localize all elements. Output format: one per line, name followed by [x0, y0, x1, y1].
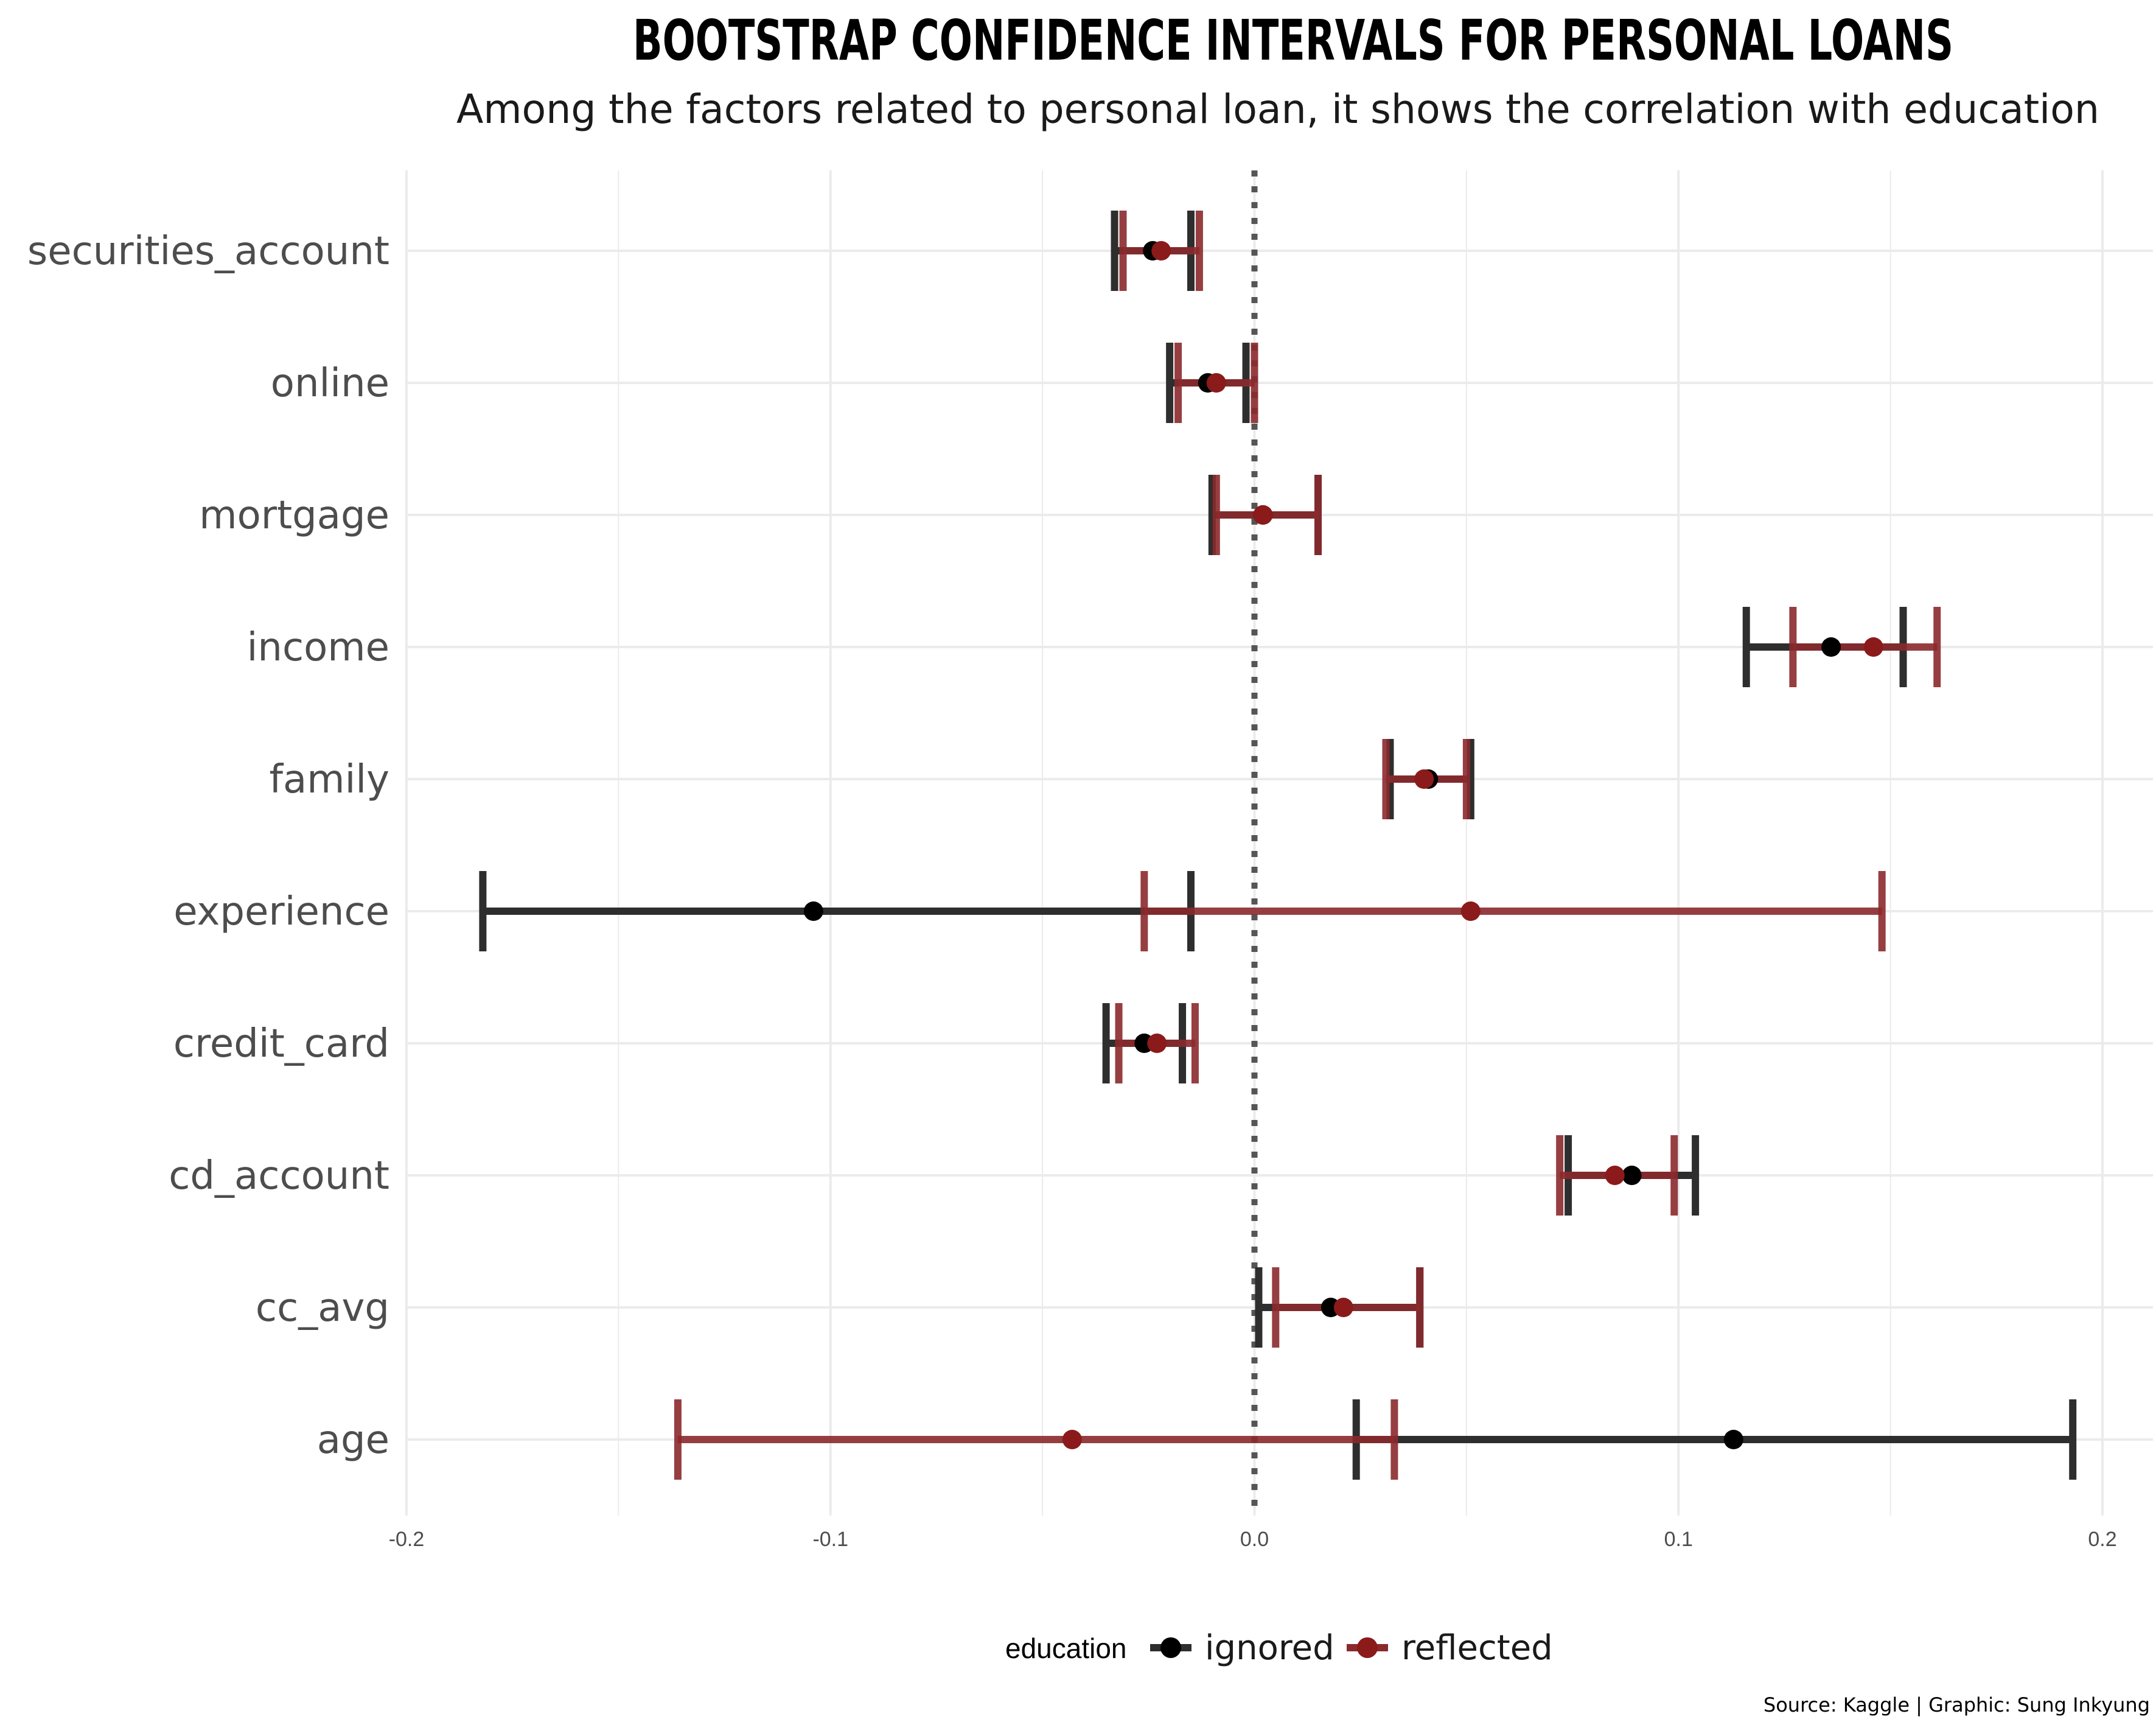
point-reflected — [1147, 1034, 1167, 1053]
category-label: family — [269, 757, 389, 802]
legend-label-ignored: ignored — [1205, 1628, 1334, 1668]
point-ignored — [803, 901, 823, 921]
point-reflected — [1206, 373, 1226, 393]
chart-caption: Source: Kaggle | Graphic: Sung Inkyung — [1764, 1693, 2150, 1716]
chart-subtitle: Among the factors related to personal lo… — [456, 86, 2099, 133]
category-label: income — [247, 625, 389, 670]
point-reflected — [1333, 1298, 1353, 1317]
chart-title: BOOTSTRAP CONFIDENCE INTERVALS FOR PERSO… — [633, 8, 1953, 73]
category-label: mortgage — [199, 493, 389, 538]
legend-title: education — [1005, 1632, 1127, 1664]
x-tick-label: -0.2 — [389, 1528, 425, 1551]
point-reflected — [1863, 637, 1883, 657]
point-reflected — [1253, 505, 1273, 525]
point-reflected — [1460, 901, 1481, 921]
x-tick-label: -0.1 — [812, 1528, 848, 1551]
legend-key-reflected — [1347, 1637, 1388, 1658]
category-label: experience — [173, 889, 389, 934]
x-tick-label: 0.2 — [2088, 1528, 2116, 1551]
category-label: securities_account — [27, 229, 389, 274]
category-label: cd_account — [169, 1153, 389, 1198]
point-ignored — [1622, 1166, 1642, 1185]
category-label: online — [271, 361, 389, 406]
point-ignored — [1723, 1430, 1743, 1449]
category-label: cc_avg — [256, 1286, 389, 1331]
legend-key-ignored — [1150, 1637, 1191, 1658]
x-tick-label: 0.0 — [1240, 1528, 1269, 1551]
category-label: age — [317, 1418, 389, 1463]
legend-label-reflected: reflected — [1401, 1628, 1553, 1668]
point-ignored — [1821, 637, 1841, 657]
x-tick-label: 0.1 — [1664, 1528, 1693, 1551]
category-label: credit_card — [173, 1021, 389, 1066]
point-reflected — [1605, 1166, 1625, 1185]
legend: education ignored reflected — [1005, 1628, 1553, 1668]
point-reflected — [1062, 1430, 1082, 1449]
point-reflected — [1151, 241, 1171, 261]
point-reflected — [1414, 769, 1434, 789]
